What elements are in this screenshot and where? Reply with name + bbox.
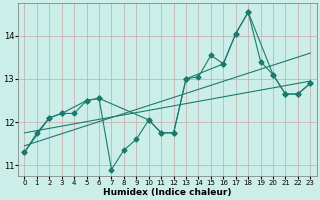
X-axis label: Humidex (Indice chaleur): Humidex (Indice chaleur) <box>103 188 232 197</box>
